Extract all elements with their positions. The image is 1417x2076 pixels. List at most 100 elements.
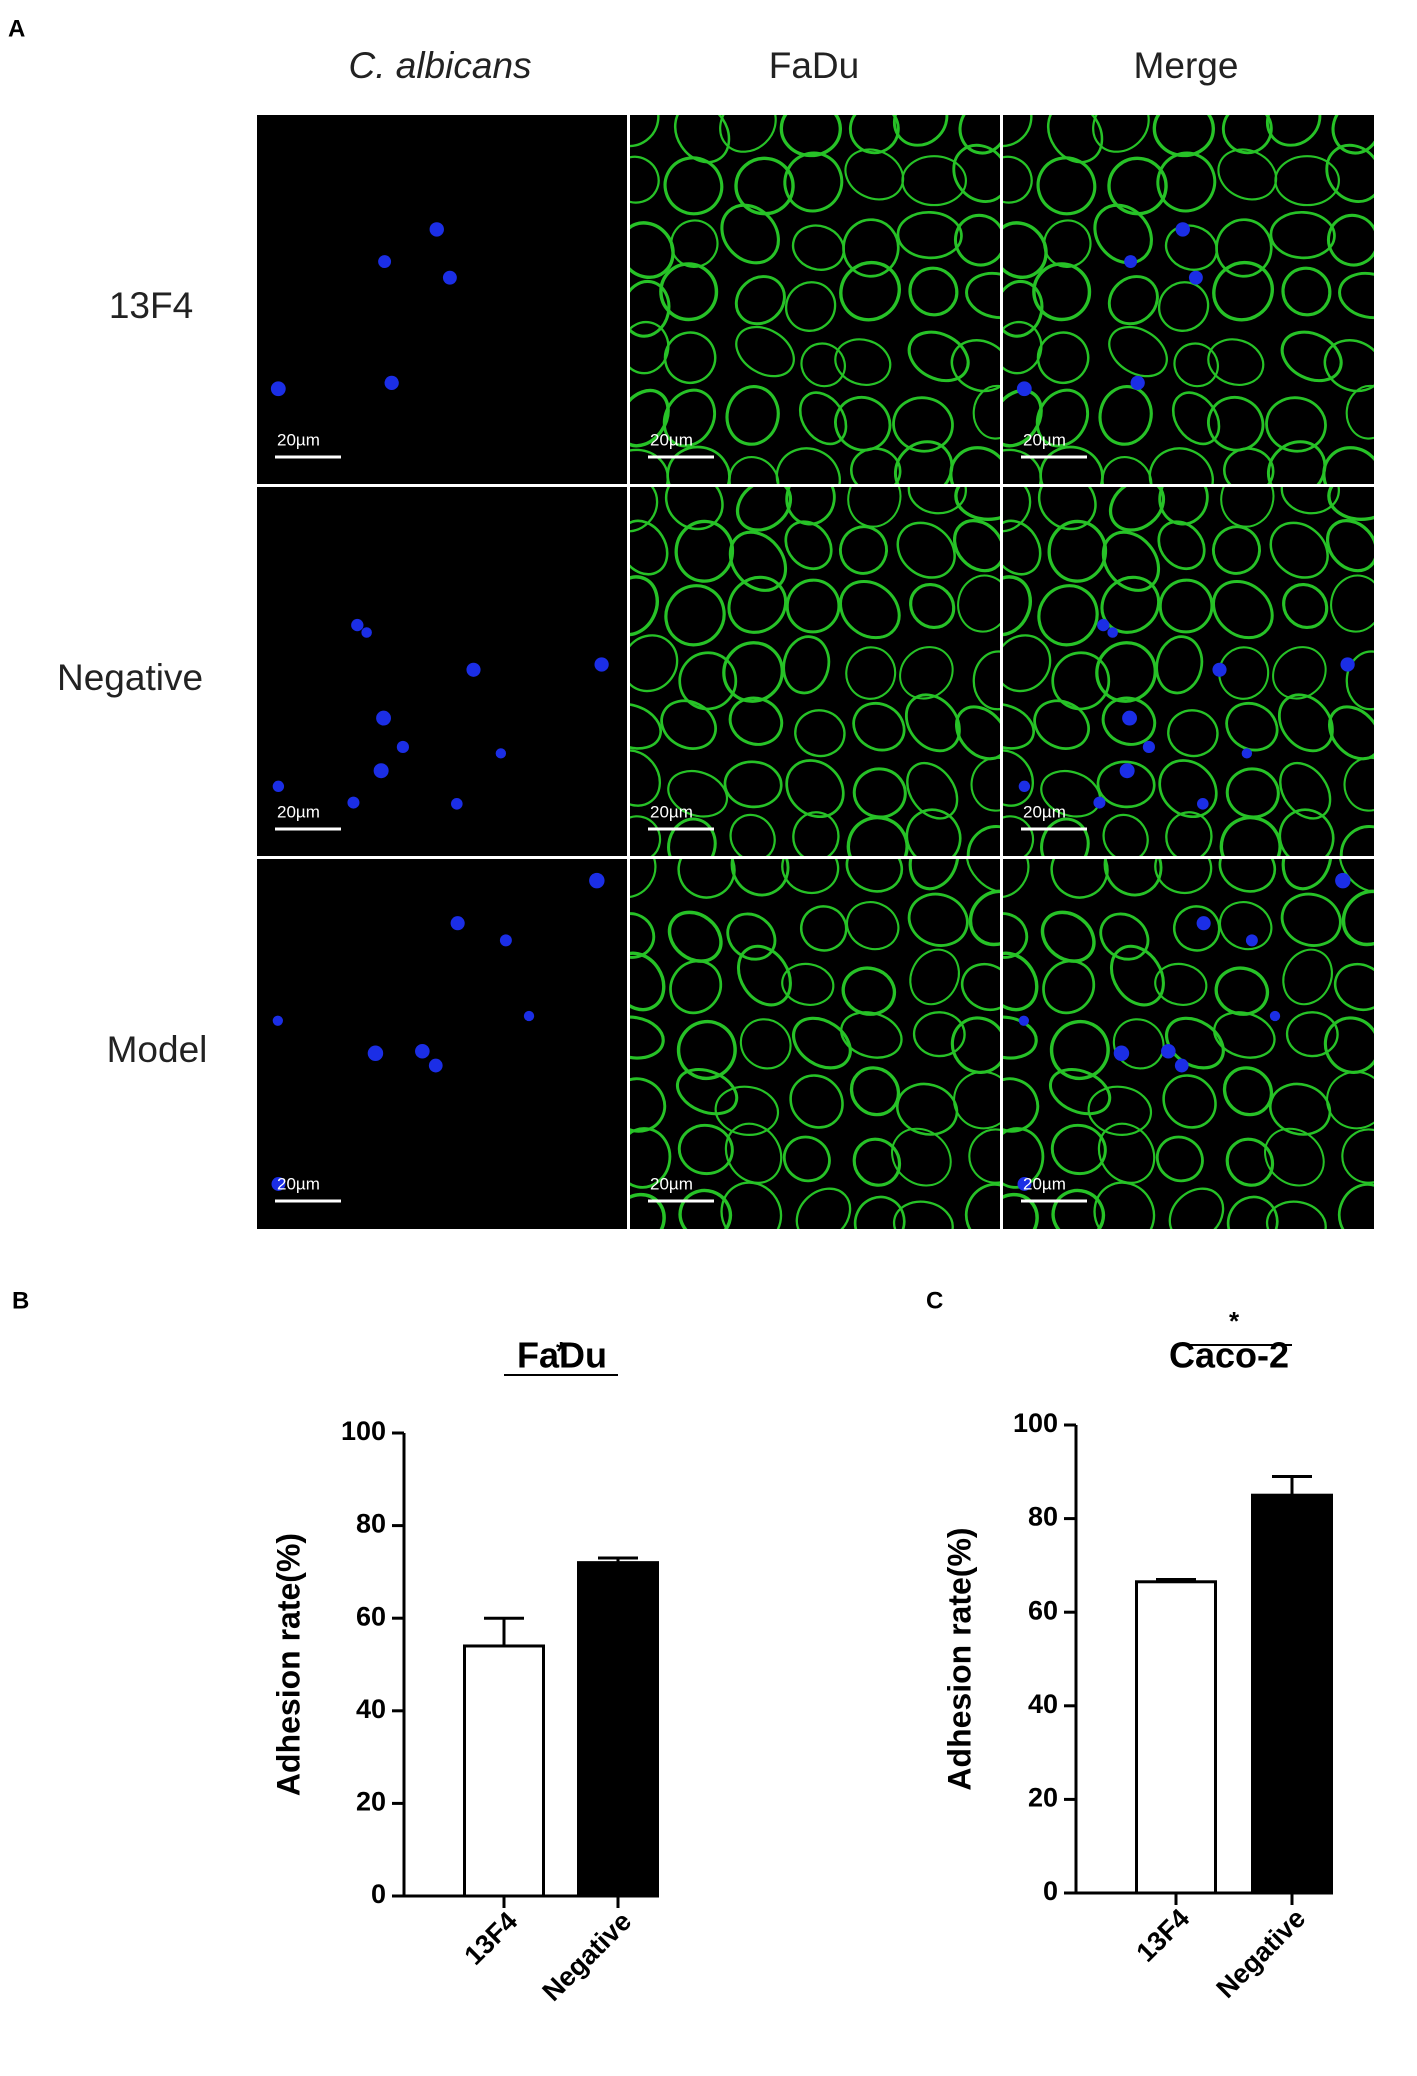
cell-membrane	[630, 749, 662, 807]
cell-membrane	[1003, 320, 1043, 375]
scale-bar-label: 20µm	[1023, 430, 1066, 449]
cell-membrane	[1040, 910, 1096, 963]
cell-membrane	[1272, 646, 1327, 700]
cell-membrane	[1003, 859, 1030, 899]
y-axis-label: Adhesion rate(%)	[270, 1533, 306, 1796]
cell-membrane	[1155, 1135, 1204, 1183]
cell-membrane	[1164, 224, 1218, 271]
cell-membrane	[1102, 813, 1149, 857]
cell-membrane	[1264, 1127, 1325, 1187]
cell-membrane	[1162, 1074, 1217, 1129]
panel-label: C	[926, 1287, 943, 1314]
cell-membrane	[781, 859, 840, 895]
cell-membrane	[846, 815, 909, 857]
yeast-cell	[1097, 618, 1110, 632]
cell-membrane	[848, 115, 900, 155]
yeast-cell	[1018, 1015, 1029, 1026]
x-tick-label: Negative	[536, 1906, 637, 2007]
image-background	[1003, 115, 1374, 485]
cell-membrane	[784, 281, 837, 332]
cell-membrane	[1003, 388, 1043, 448]
cell-membrane	[674, 519, 735, 583]
cell-membrane	[723, 760, 783, 809]
image-background	[257, 859, 628, 1229]
cell-membrane	[1341, 1128, 1374, 1184]
cell-membrane	[1157, 281, 1210, 332]
cell-membrane	[775, 447, 841, 485]
cell-membrane	[1265, 115, 1322, 147]
x-tick-label: Negative	[1210, 1903, 1311, 2004]
cell-membrane	[834, 338, 892, 386]
yeast-cell	[1130, 375, 1145, 390]
cell-membrane	[1338, 271, 1374, 320]
yeast-cell	[396, 740, 409, 754]
cell-membrane	[724, 1122, 783, 1184]
y-tick-label: 60	[1028, 1595, 1058, 1625]
yeast-cell	[1017, 1177, 1032, 1191]
yeast-cell	[1175, 222, 1190, 237]
cell-membrane	[1326, 213, 1374, 267]
cell-membrane	[1051, 1188, 1106, 1229]
cell-membrane	[630, 1077, 667, 1133]
cell-membrane	[965, 859, 1001, 893]
cell-membrane	[1212, 525, 1261, 575]
cell-membrane	[720, 203, 780, 265]
yeast-cell	[1197, 798, 1209, 810]
cell-membrane	[1003, 815, 1035, 857]
cell-membrane	[1337, 1183, 1374, 1229]
yeast-cell	[499, 934, 512, 947]
cell-membrane	[844, 148, 905, 201]
cell-membrane	[1221, 115, 1273, 155]
image-background	[630, 859, 1001, 1229]
cell-membrane	[1274, 155, 1340, 207]
cell-membrane	[1325, 519, 1374, 573]
yeast-cell	[367, 1045, 384, 1062]
cell-membrane	[1037, 487, 1097, 531]
cell-membrane	[1218, 901, 1273, 951]
cell-membrane	[725, 385, 780, 446]
cell-membrane	[958, 115, 1001, 155]
micrograph	[1003, 859, 1374, 1229]
cell-membrane	[630, 320, 670, 375]
cell-membrane	[1330, 574, 1374, 633]
cell-membrane	[1281, 266, 1332, 317]
panel-label: B	[12, 1287, 29, 1314]
cell-membrane	[1223, 447, 1275, 485]
cell-membrane	[784, 520, 833, 571]
yeast-cell	[1142, 740, 1155, 754]
cell-membrane	[852, 1137, 902, 1187]
image-background	[1003, 487, 1374, 857]
cell-membrane	[1322, 446, 1374, 485]
cell-membrane	[1101, 696, 1157, 746]
cell-membrane	[1003, 519, 1042, 576]
cell-membrane	[1282, 948, 1333, 1006]
cell-membrane	[1172, 905, 1221, 952]
cell-membrane	[1003, 951, 1039, 1012]
cell-membrane	[667, 817, 717, 857]
yeast-cell	[378, 255, 392, 269]
significance-label: *	[1229, 1306, 1240, 1336]
cell-membrane	[1278, 808, 1335, 857]
cell-membrane	[792, 811, 840, 857]
cell-membrane	[630, 155, 660, 204]
yeast-cell	[1212, 662, 1227, 677]
column-header: C. albicans	[348, 45, 531, 86]
scale-bar-label: 20µm	[650, 802, 693, 821]
cell-membrane	[1225, 1137, 1275, 1187]
cell-membrane	[630, 912, 656, 959]
cell-membrane	[1042, 959, 1096, 1015]
cell-membrane	[1036, 156, 1097, 216]
cell-membrane	[1343, 756, 1374, 812]
cell-membrane	[1093, 1181, 1156, 1229]
cell-membrane	[1093, 203, 1153, 265]
yeast-cell	[594, 657, 609, 672]
cell-membrane	[970, 756, 1001, 812]
cell-membrane	[1003, 1127, 1045, 1189]
cell-membrane	[842, 218, 900, 278]
cell-membrane	[1269, 210, 1336, 260]
scale-bar-label: 20µm	[1023, 1174, 1066, 1193]
cell-membrane	[663, 331, 717, 385]
cell-membrane	[893, 440, 954, 485]
cell-membrane	[1003, 912, 1029, 959]
yeast-cell	[1340, 657, 1355, 672]
